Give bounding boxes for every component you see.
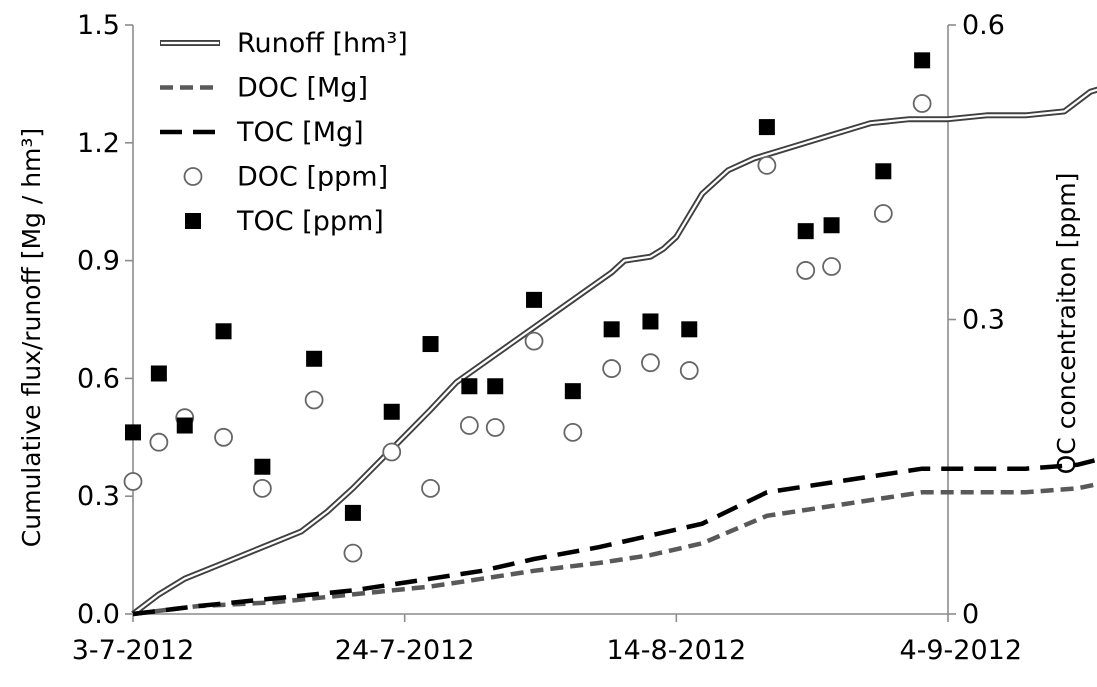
legend: Runoff [hm³] DOC [Mg] TOC [Mg] DOC [ppm] TOC… xyxy=(160,28,408,237)
series-doc-ppm-point xyxy=(641,353,660,373)
series-toc-ppm-point xyxy=(215,323,232,340)
series-doc-ppm-point xyxy=(123,472,143,491)
series-toc-ppm-point xyxy=(344,504,361,521)
series-toc-ppm-point xyxy=(461,378,478,395)
series-doc-ppm-point xyxy=(459,416,479,435)
series-toc-ppm-point xyxy=(383,403,400,420)
series-doc-ppm-point xyxy=(421,478,440,498)
legend-label-toc-ppm: TOC [ppm] xyxy=(236,206,384,237)
legend-swatch-doc-ppm xyxy=(183,167,203,186)
series-doc-ppm-point xyxy=(822,257,841,276)
series-toc-ppm-point xyxy=(487,378,504,395)
series-doc-ppm-point xyxy=(524,331,544,351)
y-right-tick-label: 0 xyxy=(962,599,979,630)
x-tick-label: 14-8-2012 xyxy=(606,635,746,666)
y-left-tick-label: 0.9 xyxy=(77,246,120,277)
series-toc-ppm-point xyxy=(125,424,141,441)
series-doc-ppm-point xyxy=(382,442,402,462)
series-layer xyxy=(123,52,1097,617)
series-toc-mg-line xyxy=(132,457,1097,617)
y-right-tick-label: 0.3 xyxy=(962,305,1005,336)
series-doc-ppm-point xyxy=(873,204,893,223)
x-tick-label: 4-9-2012 xyxy=(899,635,1022,666)
series-toc-ppm-point xyxy=(150,365,167,382)
y-right-tick-label: 0.6 xyxy=(962,10,1005,41)
y-left-tick-label: 0.3 xyxy=(77,481,120,512)
series-doc-ppm-point xyxy=(912,94,932,113)
series-doc-ppm-point xyxy=(602,359,622,378)
legend-label-toc-mg: TOC [Mg] xyxy=(236,117,364,148)
series-doc-ppm-point xyxy=(485,418,505,437)
series-toc-ppm-point xyxy=(758,119,775,136)
series-toc-ppm-point xyxy=(422,336,439,353)
legend-label-doc-mg: DOC [Mg] xyxy=(237,73,368,104)
series-toc-ppm-point xyxy=(603,321,620,338)
series-toc-ppm-point xyxy=(564,383,581,400)
series-toc-ppm-point xyxy=(254,458,271,475)
series-doc-ppm-point xyxy=(796,261,816,280)
series-toc-ppm-point xyxy=(823,217,840,234)
series-doc-ppm-point xyxy=(252,478,272,498)
series-toc-ppm-point xyxy=(914,52,931,69)
y-left-tick-label: 1.5 xyxy=(77,10,120,41)
series-runoff-hm-line-inner xyxy=(132,88,1097,615)
y-left-tick-label: 1.2 xyxy=(77,128,120,159)
y-right-axis-title: OC concentraiton [ppm] xyxy=(1052,173,1081,475)
y-left-tick-label: 0.6 xyxy=(77,363,120,394)
legend-label-runoff-hm: Runoff [hm³] xyxy=(237,28,408,59)
x-tick-label: 24-7-2012 xyxy=(335,635,475,666)
y-left-axis-title: Cumulative flux/runoff [Mg / hm³] xyxy=(17,128,46,547)
axes: 0.0 0.3 0.6 0.9 1.2 1.5 0 0.3 0.6 3-7-2012 24-7-20… xyxy=(17,10,1081,666)
series-doc-ppm-point xyxy=(563,422,583,442)
series-doc-ppm-point xyxy=(149,432,169,452)
x-tick-label: 3-7-2012 xyxy=(72,635,195,666)
series-doc-ppm-point xyxy=(214,427,233,447)
legend-label-doc-ppm: DOC [ppm] xyxy=(237,162,388,193)
series-toc-ppm-point xyxy=(681,321,698,338)
series-toc-ppm-point xyxy=(526,291,543,308)
series-toc-ppm-point xyxy=(176,417,193,434)
series-toc-ppm-point xyxy=(306,350,323,367)
series-doc-ppm-point xyxy=(343,543,363,563)
legend-swatch-toc-ppm xyxy=(185,213,201,229)
series-toc-ppm-point xyxy=(797,223,814,240)
series-doc-ppm-point xyxy=(679,361,699,380)
series-doc-mg-line xyxy=(132,482,1097,617)
series-doc-ppm-point xyxy=(757,155,777,175)
series-toc-ppm-point xyxy=(875,163,892,180)
series-toc-ppm-point xyxy=(642,313,659,330)
series-doc-ppm-point xyxy=(304,390,324,410)
y-left-tick-label: 0.0 xyxy=(77,599,120,630)
